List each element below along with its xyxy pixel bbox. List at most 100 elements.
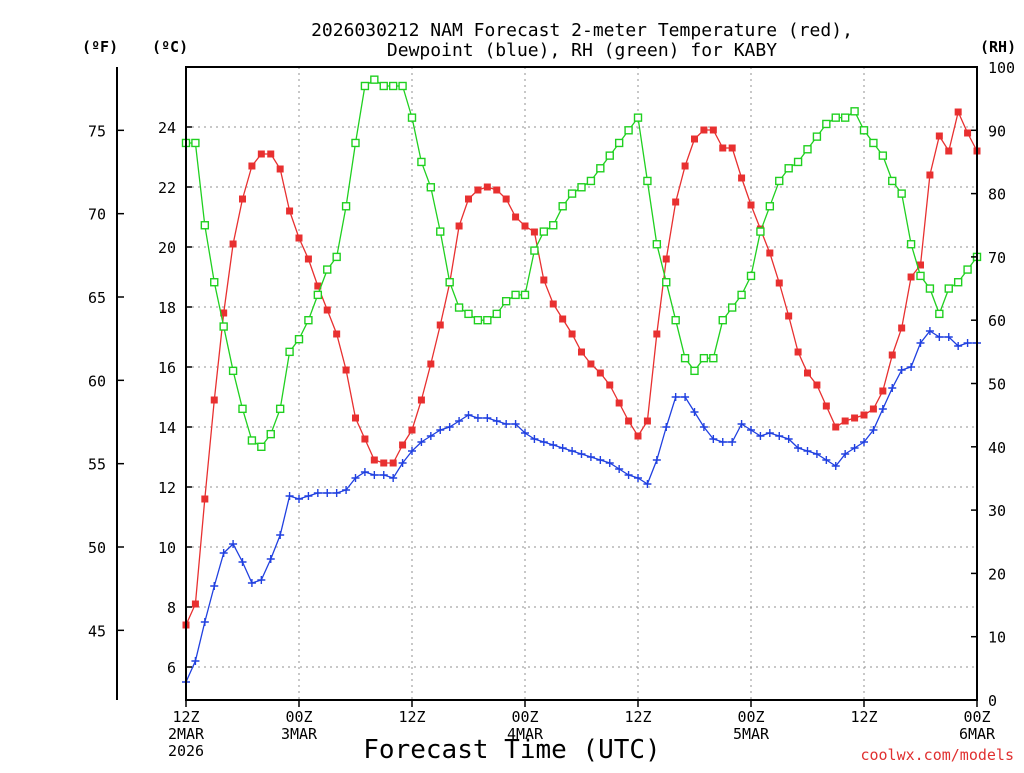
dewpoint-data-point: [841, 450, 850, 458]
rh-data-point: [897, 189, 906, 198]
rh-data-point: [360, 81, 370, 91]
x-tick-label: 00Z: [285, 708, 312, 726]
celsius-tick-label: 24: [158, 119, 176, 137]
temperature-data-point: [549, 300, 557, 308]
rh-data-point: [473, 316, 483, 325]
rh-data-point: [925, 284, 935, 293]
rh-data-point: [398, 81, 407, 91]
temperature-data-point: [888, 351, 896, 359]
dewpoint-data-point: [878, 405, 887, 413]
temperature-data-point: [267, 150, 275, 158]
temperature-data-point: [643, 417, 651, 425]
dewpoint-data-point: [737, 420, 746, 428]
dewpoint-data-point: [436, 426, 445, 434]
temperature-data-point: [389, 459, 397, 467]
rh-data-point: [436, 227, 445, 236]
celsius-tick-label: 8: [167, 599, 176, 617]
dewpoint-data-point: [521, 429, 529, 437]
rh-data-point: [746, 271, 756, 281]
dewpoint-data-point: [860, 438, 868, 446]
temperature-data-point: [436, 321, 444, 329]
dewpoint-data-point: [916, 339, 925, 347]
x-axis-title: Forecast Time (UTC): [363, 735, 660, 765]
temperature-data-point: [709, 126, 717, 134]
temperature-data-point: [766, 249, 774, 257]
fahrenheit-tick-label: 70: [88, 206, 106, 224]
dewpoint-data-point: [445, 423, 454, 431]
dewpoint-data-point: [295, 495, 303, 503]
temperature-data-point: [568, 330, 576, 338]
temperature-data-point: [813, 381, 821, 389]
dewpoint-series-line: [185, 330, 977, 683]
temperature-data-point: [851, 414, 859, 422]
temperature-data-point: [257, 150, 265, 158]
dewpoint-data-point: [539, 438, 548, 446]
dewpoint-data-point: [219, 549, 228, 557]
rh-data-point: [596, 164, 605, 173]
temperature-data-point: [229, 240, 237, 248]
temperature-data-point: [738, 174, 746, 182]
dewpoint-data-point: [323, 489, 332, 497]
rh-tick-label: 60: [988, 312, 1006, 330]
temperature-data-point: [220, 309, 228, 317]
dewpoint-data-point: [238, 558, 247, 566]
dewpoint-data-point: [586, 453, 595, 461]
dewpoint-data-point: [229, 540, 238, 548]
rh-data-point: [539, 227, 549, 236]
dewpoint-data-point: [699, 423, 708, 431]
rh-data-point: [793, 157, 803, 167]
temperature-data-point: [719, 144, 727, 152]
dewpoint-data-point: [558, 444, 567, 452]
series-layer: [181, 75, 982, 686]
temperature-data-point: [521, 222, 529, 230]
dewpoint-data-point: [257, 576, 266, 584]
temperature-data-point: [869, 405, 877, 413]
dewpoint-data-point: [276, 531, 285, 539]
rh-data-point: [191, 138, 200, 148]
dewpoint-data-point: [869, 426, 878, 434]
dewpoint-data-point: [568, 447, 577, 455]
temperature-data-point: [295, 234, 303, 242]
rh-data-point: [388, 81, 398, 91]
dewpoint-data-point: [549, 441, 558, 449]
dewpoint-data-point: [473, 414, 482, 422]
rh-data-point: [775, 176, 784, 186]
dewpoint-data-point: [360, 468, 369, 476]
temperature-data-point: [512, 213, 520, 221]
dewpoint-data-point: [850, 444, 859, 452]
temperature-data-point: [493, 186, 501, 194]
rh-data-point: [906, 240, 916, 249]
rh-data-point: [944, 284, 953, 293]
rh-data-point: [737, 290, 746, 300]
rh-tick-label: 30: [988, 502, 1006, 520]
rh-data-point: [803, 145, 812, 154]
x-tick-label: 12Z: [398, 708, 425, 726]
rh-data-point: [520, 290, 530, 300]
fahrenheit-tick-label: 75: [88, 122, 106, 140]
celsius-tick-label: 6: [167, 659, 176, 677]
dewpoint-data-point: [247, 579, 256, 587]
dewpoint-data-point: [577, 450, 586, 458]
rh-tick-label: 20: [988, 565, 1006, 583]
dewpoint-data-point: [464, 411, 473, 419]
rh-data-point: [200, 221, 210, 230]
temperature-data-point: [483, 183, 491, 191]
celsius-tick-label: 12: [158, 479, 176, 497]
temperature-data-point: [333, 330, 341, 338]
rh-data-point: [963, 265, 972, 274]
temperature-data-point: [286, 207, 294, 215]
rh-tick-label: 50: [988, 376, 1006, 394]
temperature-data-point: [276, 165, 284, 173]
temperature-data-point: [841, 417, 849, 425]
fahrenheit-tick-label: 60: [88, 372, 106, 390]
temperature-data-point: [314, 282, 322, 290]
temperature-data-point: [380, 459, 388, 467]
rh-tick-label: 100: [988, 59, 1015, 77]
dewpoint-data-point: [944, 333, 953, 341]
dewpoint-data-point: [907, 363, 916, 371]
rh-data-point: [624, 126, 633, 135]
rh-data-point: [718, 316, 727, 325]
temperature-data-point: [926, 171, 934, 179]
dewpoint-data-point: [210, 582, 219, 590]
rh-series-line: [186, 78, 978, 448]
